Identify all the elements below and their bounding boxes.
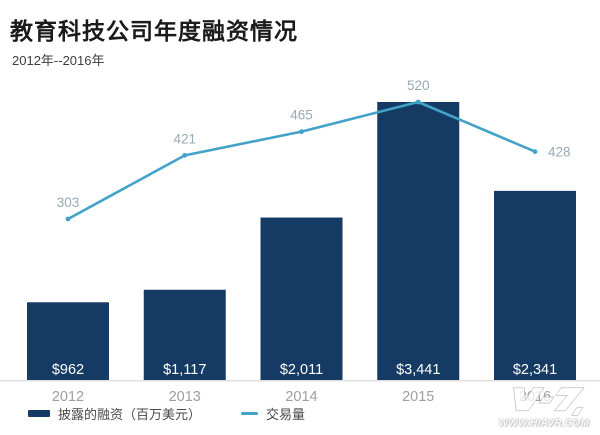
x-axis-label: 2015	[402, 389, 434, 405]
bar-2012	[27, 302, 109, 380]
bar-2014	[260, 217, 343, 380]
bar-value-label: $2,341	[513, 362, 557, 378]
line-series-legend-label: 交易量	[266, 406, 306, 422]
x-axis-label: 2014	[285, 389, 317, 405]
bar-series-legend-label: 披露的融资（百万美元）	[58, 406, 202, 422]
watermark: WWW.HIAVR.COM	[494, 383, 594, 429]
legend: 披露的融资（百万美元） 交易量	[28, 404, 305, 422]
bar-2013	[143, 289, 226, 380]
x-axis-label: 2013	[169, 389, 201, 405]
bar-series-swatch-icon	[28, 409, 50, 417]
line-value-label: 303	[57, 195, 80, 210]
line-value-label: 421	[173, 131, 196, 146]
bar-value-label: $3,441	[396, 362, 440, 378]
hiavr-logo-icon	[513, 387, 585, 416]
line-value-label: 428	[548, 145, 571, 160]
line-value-label: 520	[407, 78, 430, 93]
line-point	[182, 152, 188, 158]
line-point	[299, 129, 304, 135]
chart-title: 教育科技公司年度融资情况	[10, 18, 298, 44]
bar-2016	[494, 190, 576, 380]
x-axis-label: 2012	[52, 389, 84, 405]
line-value-label: 465	[290, 108, 313, 123]
bar-value-label: $962	[52, 362, 84, 378]
line-point	[415, 99, 421, 105]
line-point	[532, 149, 538, 154]
chart-subtitle: 2012年--2016年	[12, 53, 105, 68]
bar-value-label: $1,117	[163, 362, 206, 378]
watermark-url: WWW.HIAVR.COM	[498, 418, 590, 429]
bar-2015	[377, 102, 460, 380]
line-point	[65, 216, 71, 222]
bar-value-label: $2,011	[280, 362, 323, 378]
line-series-swatch-icon	[241, 411, 259, 415]
